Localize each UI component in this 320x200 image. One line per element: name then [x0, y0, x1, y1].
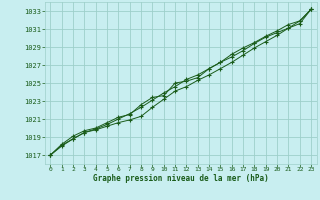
X-axis label: Graphe pression niveau de la mer (hPa): Graphe pression niveau de la mer (hPa) — [93, 174, 269, 183]
